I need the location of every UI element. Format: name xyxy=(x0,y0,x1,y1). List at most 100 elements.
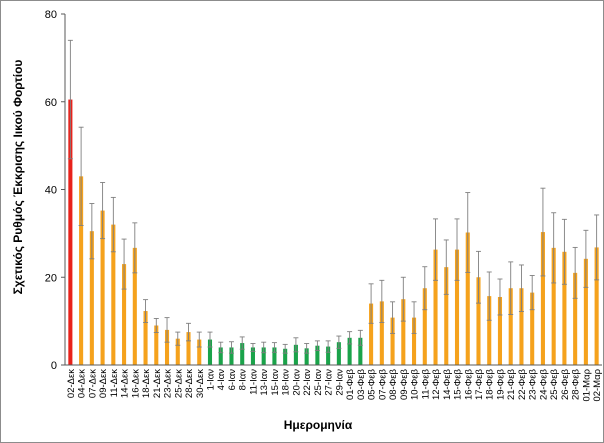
x-tick-label: 09-Δεκ xyxy=(98,369,109,398)
bar xyxy=(497,296,503,365)
bar xyxy=(540,232,545,365)
x-tick-label: 19-Φεβ xyxy=(495,368,506,400)
x-tick-label: 05-Φεβ xyxy=(367,368,378,400)
x-tick-label: 04-Δεκ xyxy=(77,369,88,398)
bar xyxy=(401,299,406,365)
bar xyxy=(551,247,556,365)
x-tick-label: 13-Ιαν xyxy=(259,369,270,396)
bar xyxy=(594,247,599,365)
x-tick-label: 20-Ιαν xyxy=(291,369,302,396)
bar xyxy=(197,339,202,365)
bar xyxy=(132,247,137,365)
x-tick-label: 12-Φεβ xyxy=(431,368,442,400)
bar xyxy=(175,338,180,365)
bar xyxy=(154,325,159,365)
bar xyxy=(530,292,535,365)
x-tick-label: 28-Φεβ xyxy=(571,368,582,400)
y-axis-ticks: 0 20 40 60 80 xyxy=(45,9,65,372)
x-tick-label: 11-Δεκ xyxy=(109,369,120,398)
x-tick-label: 07-Δεκ xyxy=(87,369,98,398)
x-tick-label: 21-Δεκ xyxy=(152,369,163,398)
bar xyxy=(304,348,309,365)
bar xyxy=(293,344,298,365)
x-tick-label: 16-Φεβ xyxy=(463,368,474,400)
x-axis-ticks: 02-Δεκ 04-Δεκ 07-Δεκ 09-Δεκ 11-Δεκ 14-Δεκ 16-Δ… xyxy=(66,368,603,401)
x-tick-label: 6-Ιαν xyxy=(227,369,238,391)
x-tick-label: 27-Ιαν xyxy=(324,369,335,396)
x-tick-label: 25-Ιαν xyxy=(313,369,324,396)
y-tick-label: 60 xyxy=(45,97,57,109)
y-tick-label: 0 xyxy=(51,360,57,372)
x-tick-label: 02-Δεκ xyxy=(66,369,77,398)
x-tick-label: 23-Φεβ xyxy=(528,368,539,400)
bar xyxy=(454,249,460,365)
x-tick-label: 11-Ιαν xyxy=(248,369,259,395)
x-tick-label: 01-Μαρ xyxy=(581,368,592,401)
bar xyxy=(326,346,331,365)
x-tick-label: 26-Φεβ xyxy=(560,368,571,400)
bar xyxy=(250,347,255,365)
x-tick-label: 09-Φεβ xyxy=(399,368,410,400)
x-tick-label: 18-Ιαν xyxy=(281,369,292,396)
bar xyxy=(261,347,266,365)
bar xyxy=(508,288,513,365)
x-tick-label: 25-Φεβ xyxy=(549,368,560,400)
x-tick-label: 03-Φεβ xyxy=(356,368,367,400)
bar xyxy=(358,337,363,365)
x-tick-label: 14-Δεκ xyxy=(120,369,131,398)
x-tick-label: 11-Φεβ xyxy=(420,368,431,399)
bar xyxy=(562,251,567,365)
x-tick-label: 02-Μαρ xyxy=(592,368,603,401)
x-tick-label: 25-Δεκ xyxy=(173,369,184,398)
bar xyxy=(433,249,438,365)
bar xyxy=(519,288,524,365)
x-tick-label: 14-Φεβ xyxy=(442,368,453,400)
bar xyxy=(422,288,427,365)
bar xyxy=(122,264,127,365)
x-tick-label: 18-Φεβ xyxy=(485,368,496,400)
bar xyxy=(100,210,105,365)
bar xyxy=(465,232,470,365)
x-tick-label: 23-Δεκ xyxy=(163,369,174,398)
bar xyxy=(583,258,588,365)
x-tick-label: 24-Φεβ xyxy=(538,368,549,400)
y-tick-label: 80 xyxy=(45,9,57,21)
x-tick-label: 21-Φεβ xyxy=(506,368,517,400)
x-tick-label: 07-Φεβ xyxy=(377,368,388,400)
bar xyxy=(229,347,234,365)
plot-area xyxy=(64,14,602,366)
y-tick-label: 40 xyxy=(45,185,57,197)
bar xyxy=(369,303,374,365)
x-axis-title: Ημερομηνία xyxy=(284,418,353,432)
bar xyxy=(336,342,341,365)
bar xyxy=(207,339,213,365)
bar xyxy=(476,277,481,365)
x-tick-label: 01-Φεβ xyxy=(345,368,356,400)
x-tick-label: 30-Δεκ xyxy=(195,369,206,398)
bar xyxy=(379,301,384,365)
x-tick-label: 28-Δεκ xyxy=(184,369,195,398)
x-tick-label: 22-Φεβ xyxy=(517,368,528,400)
bar xyxy=(240,343,245,365)
x-tick-label: 08-Φεβ xyxy=(388,368,399,400)
bar xyxy=(272,347,277,365)
y-tick-label: 20 xyxy=(45,272,57,284)
x-tick-label: 1-Ιαν xyxy=(205,369,216,391)
x-tick-label: 8-Ιαν xyxy=(238,369,249,391)
bar xyxy=(444,267,449,365)
bar xyxy=(143,311,148,365)
bar xyxy=(283,348,288,365)
bar xyxy=(347,337,352,365)
bar xyxy=(164,329,170,365)
y-axis-title: Σχετικός Ρυθμός Έκκρισης Ιικού Φορτίου xyxy=(11,60,25,295)
x-tick-label: 29-Ιαν xyxy=(334,369,345,396)
bar xyxy=(79,176,84,365)
bar xyxy=(186,332,191,365)
bar xyxy=(573,272,578,365)
x-tick-label: 18-Δεκ xyxy=(141,369,152,398)
bar xyxy=(89,231,94,365)
x-tick-label: 10-Φεβ xyxy=(410,368,421,400)
bar xyxy=(390,317,395,365)
